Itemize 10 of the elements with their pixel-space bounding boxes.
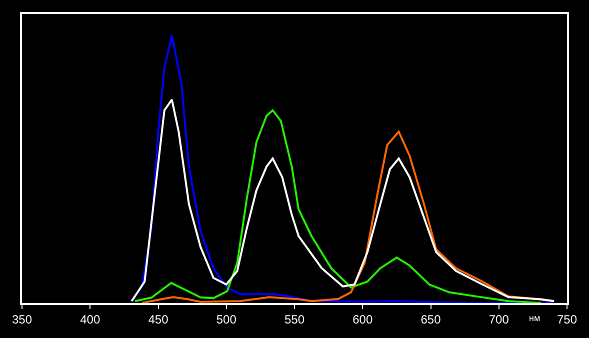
x-tick-label: 600 — [352, 312, 373, 326]
x-tick-label: 400 — [80, 312, 100, 326]
x-tick-label: 700 — [488, 312, 510, 326]
x-tick-label: 550 — [284, 312, 305, 326]
x-tick-label: 750 — [556, 312, 578, 326]
x-tick-label: 350 — [12, 312, 32, 326]
x-tick-label: 650 — [420, 312, 442, 326]
x-tick-label: 500 — [216, 312, 237, 326]
x-tick-label: 450 — [148, 312, 169, 326]
x-axis-title: нм — [529, 313, 540, 323]
